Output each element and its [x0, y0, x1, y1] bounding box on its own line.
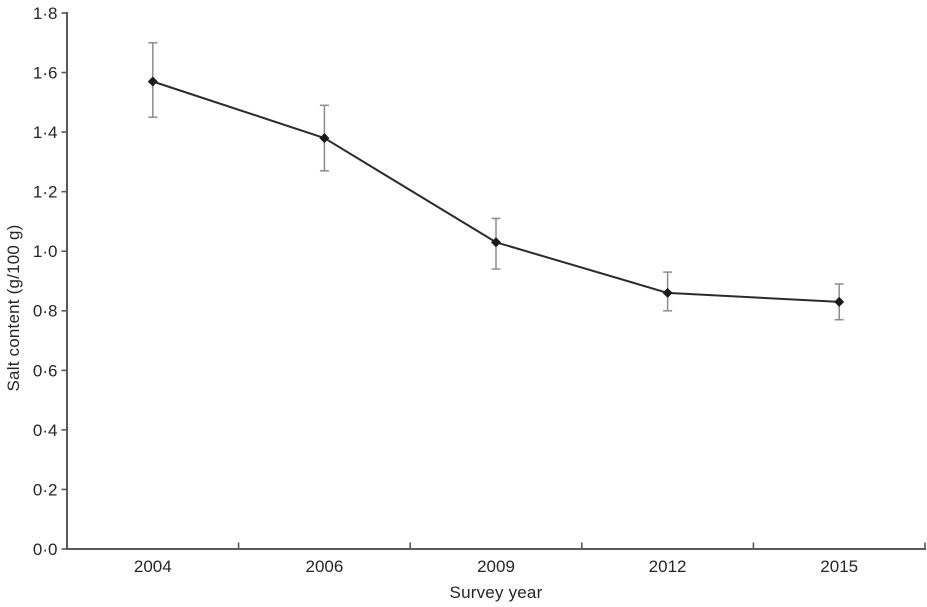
- y-tick-label: 0·8: [33, 302, 58, 321]
- y-tick-label: 1·0: [33, 242, 58, 261]
- data-point-marker: [834, 296, 845, 307]
- y-axis-title: Salt content (g/100 g): [4, 224, 23, 392]
- y-tick-label: 0·4: [33, 421, 58, 440]
- data-point-marker: [147, 76, 158, 87]
- y-tick-label: 1·6: [33, 64, 58, 83]
- y-tick-label: 1·8: [33, 4, 58, 23]
- data-point-marker: [319, 133, 330, 144]
- axes: [66, 12, 926, 550]
- data-point-marker: [662, 287, 673, 298]
- data-point-marker: [491, 237, 501, 248]
- y-tick-label: 1·2: [33, 183, 58, 202]
- x-tick-label: 2012: [649, 557, 687, 576]
- y-tick-label: 0·0: [33, 540, 58, 559]
- y-tick-label: 1·4: [33, 123, 58, 142]
- error-bars: [148, 42, 844, 321]
- x-axis-ticks: 2004 2006 2009 2012 2015: [66, 542, 926, 576]
- x-axis-title: Survey year: [449, 583, 543, 602]
- x-tick-label: 2004: [134, 557, 172, 576]
- y-axis-ticks: 0·0 0·2 0·4 0·6 0·8 1·0 1·2 1·4 1·6 1·8: [33, 4, 67, 559]
- y-tick-label: 0·2: [33, 480, 58, 499]
- x-tick-label: 2009: [477, 557, 515, 576]
- y-tick-label: 0·6: [33, 361, 58, 380]
- x-tick-label: 2015: [820, 557, 858, 576]
- data-point-markers: [147, 76, 845, 307]
- x-tick-label: 2006: [305, 557, 343, 576]
